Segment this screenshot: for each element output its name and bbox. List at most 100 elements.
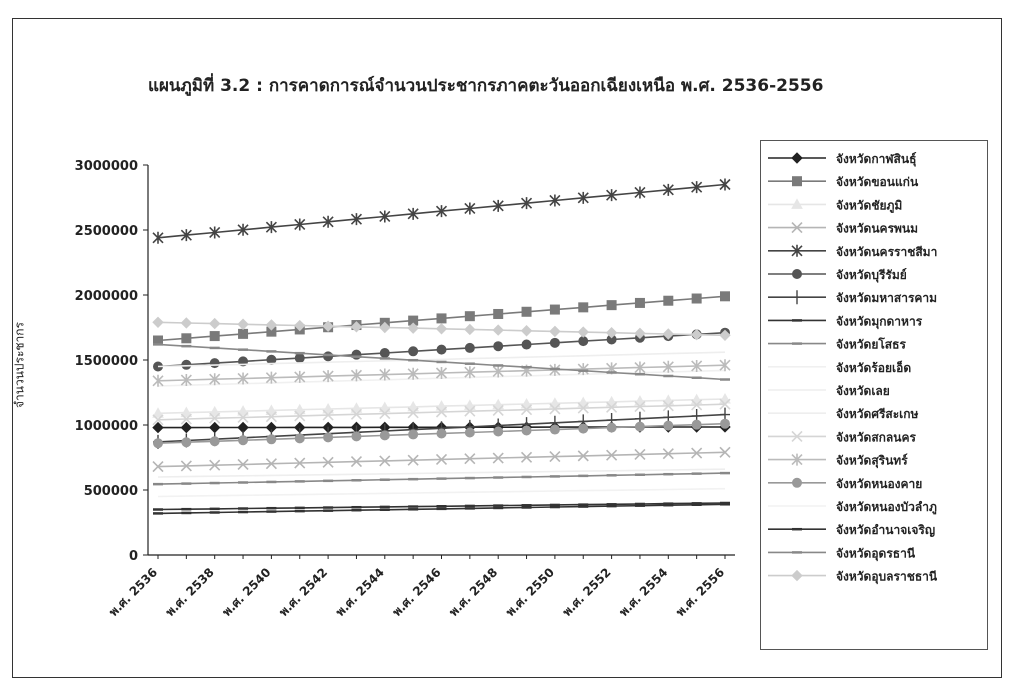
series-point: [521, 339, 532, 350]
series-point: [464, 453, 476, 465]
series-point: [520, 325, 533, 337]
series-point: [719, 178, 731, 191]
series-point: [577, 396, 590, 408]
series-point: [577, 191, 589, 204]
series-point: [379, 368, 391, 381]
series-point: [266, 434, 277, 445]
series-point: [180, 406, 193, 418]
series-point: [294, 433, 305, 444]
legend-label: จังหวัดหนองคาย: [836, 477, 922, 491]
legend-marker: [792, 176, 802, 187]
series-point: [662, 448, 674, 460]
y-tick-label: 2000000: [75, 289, 138, 304]
series-point: [379, 407, 391, 420]
series-point: [180, 229, 192, 242]
legend-label: จังหวัดกาฬสินธุ์: [836, 152, 916, 167]
series-point: [180, 413, 192, 425]
series-point: [294, 457, 306, 469]
series-point: [237, 372, 249, 385]
series-point: [493, 426, 504, 437]
legend-label: จังหวัดหนองบัวลำภู: [836, 500, 937, 515]
legend-marker: [792, 269, 802, 279]
series-point: [577, 450, 589, 462]
y-tick-label: 2500000: [75, 224, 138, 239]
series-point: [549, 304, 560, 315]
series-point: [408, 346, 419, 357]
legend-label: จังหวัดมุกดาหาร: [836, 314, 923, 329]
series-point: [265, 221, 277, 234]
series-point: [464, 342, 475, 353]
series-point: [493, 308, 504, 319]
series-point: [521, 425, 532, 436]
series-point: [180, 460, 192, 472]
legend-marker: [792, 477, 802, 488]
series-point: [293, 403, 306, 415]
series-point: [378, 401, 391, 413]
series-point: [634, 297, 645, 308]
series-point: [407, 407, 419, 419]
series-point: [350, 369, 363, 382]
series-point: [379, 347, 390, 358]
series-point: [350, 402, 363, 413]
series-point: [350, 456, 363, 468]
y-tick-label: 0: [129, 549, 138, 564]
series-point: [152, 374, 164, 387]
series-point: [350, 321, 363, 333]
x-tick-label: พ.ศ. 2548: [446, 565, 500, 619]
series-point: [634, 186, 646, 199]
x-tick-label: พ.ศ. 2542: [276, 565, 330, 619]
series-point: [237, 411, 249, 424]
series-point: [605, 395, 618, 407]
series-point: [663, 420, 674, 431]
legend-label: จังหวัดอุบลราชธานี: [836, 570, 938, 585]
series-point: [180, 374, 192, 387]
x-tick-label: พ.ศ. 2546: [390, 565, 444, 619]
series-point: [691, 181, 703, 194]
series-point: [606, 189, 618, 202]
legend-label: จังหวัดขอนแก่น: [836, 175, 919, 189]
series-point: [407, 454, 419, 466]
series-point: [691, 447, 703, 459]
series-point: [180, 421, 193, 434]
series-point: [209, 412, 221, 424]
series-point: [181, 359, 192, 370]
series-point: [323, 351, 334, 362]
series-point: [549, 337, 560, 348]
series-point: [265, 404, 278, 415]
y-tick-label: 500000: [84, 484, 138, 499]
series-point: [323, 432, 334, 443]
series-point: [153, 438, 163, 449]
series-point: [322, 402, 334, 414]
series-point: [435, 400, 448, 411]
series-point: [549, 424, 560, 435]
legend-marker: [791, 244, 803, 257]
series-point: [238, 435, 249, 446]
series-point: [464, 405, 476, 417]
series-point: [520, 197, 533, 210]
x-tick-label: พ.ศ. 2544: [333, 565, 387, 619]
legend-marker: [791, 430, 803, 442]
legend-label: จังหวัดสุรินทร์: [836, 454, 908, 469]
legend-marker: [791, 222, 803, 234]
series-point: [238, 328, 249, 339]
series-point: [606, 449, 618, 461]
series-point: [294, 410, 306, 422]
series-point: [521, 306, 532, 317]
series-point: [436, 313, 447, 324]
series-point: [209, 459, 221, 471]
series-point: [662, 400, 674, 412]
series-point: [237, 318, 249, 330]
series-point: [549, 451, 561, 463]
series-line: [157, 487, 726, 498]
series-point: [180, 317, 193, 329]
series-point: [634, 421, 645, 432]
series-point: [379, 430, 390, 441]
series-point: [322, 370, 334, 383]
series-point: [690, 328, 703, 341]
series-point: [549, 194, 561, 207]
series-point: [464, 366, 476, 379]
series-point: [209, 373, 221, 386]
series-point: [181, 437, 192, 448]
series-point: [379, 455, 391, 467]
